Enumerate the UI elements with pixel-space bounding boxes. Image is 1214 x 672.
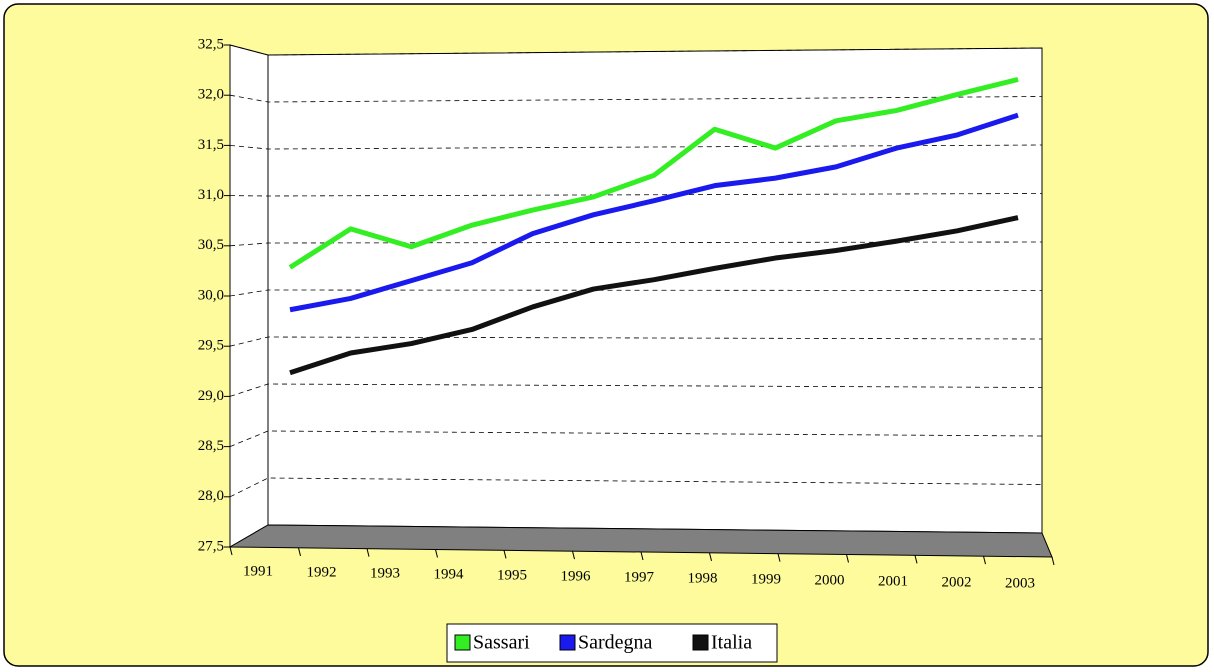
grid-line: [229, 94, 1043, 103]
y-tick-label: 30,5: [198, 237, 224, 253]
legend-swatch: [692, 634, 709, 651]
y-tick-label: 32,0: [198, 87, 224, 103]
x-tick-label: 1998: [688, 570, 718, 586]
x-tick: [846, 554, 849, 563]
legend-label: Italia: [711, 632, 752, 654]
x-tick: [983, 556, 986, 565]
x-tick: [640, 551, 644, 561]
y-tick-label: 29,5: [198, 338, 224, 354]
y-tick-label: 31,0: [198, 187, 224, 203]
x-tick: [777, 553, 781, 562]
legend-swatch: [454, 634, 471, 651]
x-tick-label: 1995: [497, 567, 527, 583]
x-tick: [298, 547, 301, 556]
x-tick: [572, 551, 575, 560]
y-tick-label: 30,0: [198, 287, 224, 303]
x-tick: [914, 555, 918, 564]
x-tick-label: 1999: [751, 571, 781, 587]
y-tick-label: 32,5: [198, 36, 224, 52]
legend-label: Sardegna: [578, 632, 653, 654]
x-tick: [1051, 556, 1055, 566]
series-line: [289, 112, 1019, 313]
y-tick-label: 28,0: [198, 488, 224, 504]
grid-line: [229, 193, 1043, 197]
y-tick-label: 29,0: [198, 388, 224, 404]
x-tick: [503, 550, 507, 559]
legend-swatch: [559, 634, 576, 651]
y-tick-label: 28,5: [198, 438, 224, 454]
series-line: [288, 77, 1019, 270]
x-tick-label: 2001: [878, 573, 908, 589]
x-tick: [366, 548, 370, 557]
x-tick: [435, 549, 438, 558]
x-tick: [709, 552, 712, 561]
x-tick-label: 1992: [307, 564, 337, 580]
grid-line: [229, 430, 1043, 447]
x-tick: [229, 546, 233, 556]
series-line: [289, 215, 1019, 376]
x-tick-label: 1997: [624, 569, 655, 585]
grid-line: [229, 241, 1043, 247]
x-tick-label: 1994: [434, 566, 465, 582]
x-tick-label: 1996: [561, 568, 592, 584]
x-tick-label: 1993: [370, 565, 400, 581]
x-tick-label: 1991: [243, 563, 273, 579]
grid-line: [229, 289, 1043, 297]
grid-line: [229, 383, 1043, 397]
grid-line: [229, 144, 1043, 150]
x-tick-label: 2003: [1005, 575, 1035, 591]
x-tick-label: 2000: [815, 572, 845, 588]
y-tick-label: 31,5: [198, 137, 224, 153]
grid-line: [229, 44, 1043, 56]
grid-line: [229, 477, 1043, 498]
grid-line: [229, 336, 1043, 347]
legend: [446, 623, 778, 663]
legend-label: Sassari: [473, 632, 530, 654]
side-wall: [229, 44, 269, 548]
x-tick-label: 2002: [942, 574, 972, 590]
y-tick-label: 27,5: [198, 538, 224, 554]
